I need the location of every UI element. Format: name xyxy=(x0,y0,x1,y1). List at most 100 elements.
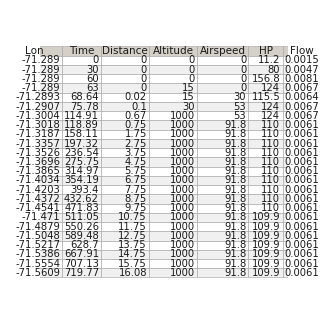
FancyBboxPatch shape xyxy=(248,120,283,130)
Text: 53: 53 xyxy=(234,101,246,112)
Text: 0.0061: 0.0061 xyxy=(284,148,319,158)
FancyBboxPatch shape xyxy=(7,111,62,120)
Text: Flow: Flow xyxy=(290,46,314,56)
Text: 0.0061: 0.0061 xyxy=(284,175,319,186)
FancyBboxPatch shape xyxy=(149,250,197,259)
Text: 1000: 1000 xyxy=(170,268,195,278)
Text: 354.19: 354.19 xyxy=(64,175,99,186)
FancyBboxPatch shape xyxy=(197,130,248,139)
FancyBboxPatch shape xyxy=(248,157,283,167)
Text: 0.0067: 0.0067 xyxy=(284,101,319,112)
Text: 91.8: 91.8 xyxy=(224,240,246,250)
Text: 10.75: 10.75 xyxy=(118,212,147,222)
FancyBboxPatch shape xyxy=(7,102,62,111)
FancyBboxPatch shape xyxy=(248,74,283,84)
FancyBboxPatch shape xyxy=(248,268,283,277)
Text: 91.8: 91.8 xyxy=(224,259,246,268)
FancyBboxPatch shape xyxy=(7,148,62,157)
FancyBboxPatch shape xyxy=(248,148,283,157)
FancyBboxPatch shape xyxy=(7,84,62,93)
Text: Distance: Distance xyxy=(102,46,148,56)
FancyBboxPatch shape xyxy=(7,130,62,139)
FancyBboxPatch shape xyxy=(149,130,197,139)
FancyBboxPatch shape xyxy=(197,204,248,213)
FancyBboxPatch shape xyxy=(62,120,101,130)
Text: 110: 110 xyxy=(261,185,280,195)
FancyBboxPatch shape xyxy=(101,93,149,102)
FancyBboxPatch shape xyxy=(101,213,149,222)
FancyBboxPatch shape xyxy=(197,231,248,241)
Text: -71.5048: -71.5048 xyxy=(15,231,60,241)
Text: -71.4541: -71.4541 xyxy=(15,203,60,213)
Text: 9.75: 9.75 xyxy=(124,203,147,213)
Text: 0: 0 xyxy=(189,55,195,65)
Text: 0.0081: 0.0081 xyxy=(284,74,319,84)
Text: 63: 63 xyxy=(86,83,99,93)
FancyBboxPatch shape xyxy=(283,56,320,65)
FancyBboxPatch shape xyxy=(62,93,101,102)
Text: -71.5217: -71.5217 xyxy=(15,240,60,250)
Text: 110: 110 xyxy=(261,139,280,148)
FancyBboxPatch shape xyxy=(7,259,62,268)
FancyBboxPatch shape xyxy=(197,213,248,222)
FancyBboxPatch shape xyxy=(62,111,101,120)
Text: 12.75: 12.75 xyxy=(118,231,147,241)
FancyBboxPatch shape xyxy=(283,46,320,56)
FancyBboxPatch shape xyxy=(62,250,101,259)
FancyBboxPatch shape xyxy=(7,74,62,84)
FancyBboxPatch shape xyxy=(149,194,197,204)
Text: 91.8: 91.8 xyxy=(224,203,246,213)
Text: 0: 0 xyxy=(141,83,147,93)
FancyBboxPatch shape xyxy=(248,93,283,102)
Text: Airspeed: Airspeed xyxy=(200,46,246,56)
FancyBboxPatch shape xyxy=(197,102,248,111)
FancyBboxPatch shape xyxy=(197,176,248,185)
FancyBboxPatch shape xyxy=(62,194,101,204)
FancyBboxPatch shape xyxy=(62,241,101,250)
FancyBboxPatch shape xyxy=(101,46,149,56)
Text: 7.75: 7.75 xyxy=(124,185,147,195)
FancyBboxPatch shape xyxy=(283,130,320,139)
Text: 0: 0 xyxy=(240,65,246,75)
Text: 0.0061: 0.0061 xyxy=(284,222,319,232)
Text: 124: 124 xyxy=(261,83,280,93)
FancyBboxPatch shape xyxy=(149,93,197,102)
FancyBboxPatch shape xyxy=(101,102,149,111)
Text: 0: 0 xyxy=(189,74,195,84)
FancyBboxPatch shape xyxy=(101,204,149,213)
Text: 91.8: 91.8 xyxy=(224,249,246,260)
Text: 30: 30 xyxy=(182,101,195,112)
FancyBboxPatch shape xyxy=(101,56,149,65)
FancyBboxPatch shape xyxy=(197,194,248,204)
FancyBboxPatch shape xyxy=(7,185,62,194)
Text: 91.8: 91.8 xyxy=(224,129,246,139)
FancyBboxPatch shape xyxy=(283,120,320,130)
Text: 550.26: 550.26 xyxy=(64,222,99,232)
FancyBboxPatch shape xyxy=(283,213,320,222)
Text: 11.2: 11.2 xyxy=(258,55,280,65)
FancyBboxPatch shape xyxy=(7,268,62,277)
Text: 0.0067: 0.0067 xyxy=(284,111,319,121)
FancyBboxPatch shape xyxy=(7,222,62,231)
Text: 0: 0 xyxy=(141,65,147,75)
FancyBboxPatch shape xyxy=(101,250,149,259)
FancyBboxPatch shape xyxy=(248,194,283,204)
Text: 158.11: 158.11 xyxy=(64,129,99,139)
FancyBboxPatch shape xyxy=(248,84,283,93)
Text: 109.9: 109.9 xyxy=(252,212,280,222)
FancyBboxPatch shape xyxy=(197,259,248,268)
FancyBboxPatch shape xyxy=(149,120,197,130)
FancyBboxPatch shape xyxy=(149,111,197,120)
Text: 1000: 1000 xyxy=(170,166,195,176)
FancyBboxPatch shape xyxy=(62,148,101,157)
Text: -71.2893: -71.2893 xyxy=(15,92,60,102)
FancyBboxPatch shape xyxy=(283,111,320,120)
FancyBboxPatch shape xyxy=(248,111,283,120)
FancyBboxPatch shape xyxy=(248,167,283,176)
Text: 13.75: 13.75 xyxy=(118,240,147,250)
FancyBboxPatch shape xyxy=(7,139,62,148)
FancyBboxPatch shape xyxy=(283,185,320,194)
FancyBboxPatch shape xyxy=(197,93,248,102)
Text: 115.5: 115.5 xyxy=(252,92,280,102)
Text: -71.5386: -71.5386 xyxy=(15,249,60,260)
